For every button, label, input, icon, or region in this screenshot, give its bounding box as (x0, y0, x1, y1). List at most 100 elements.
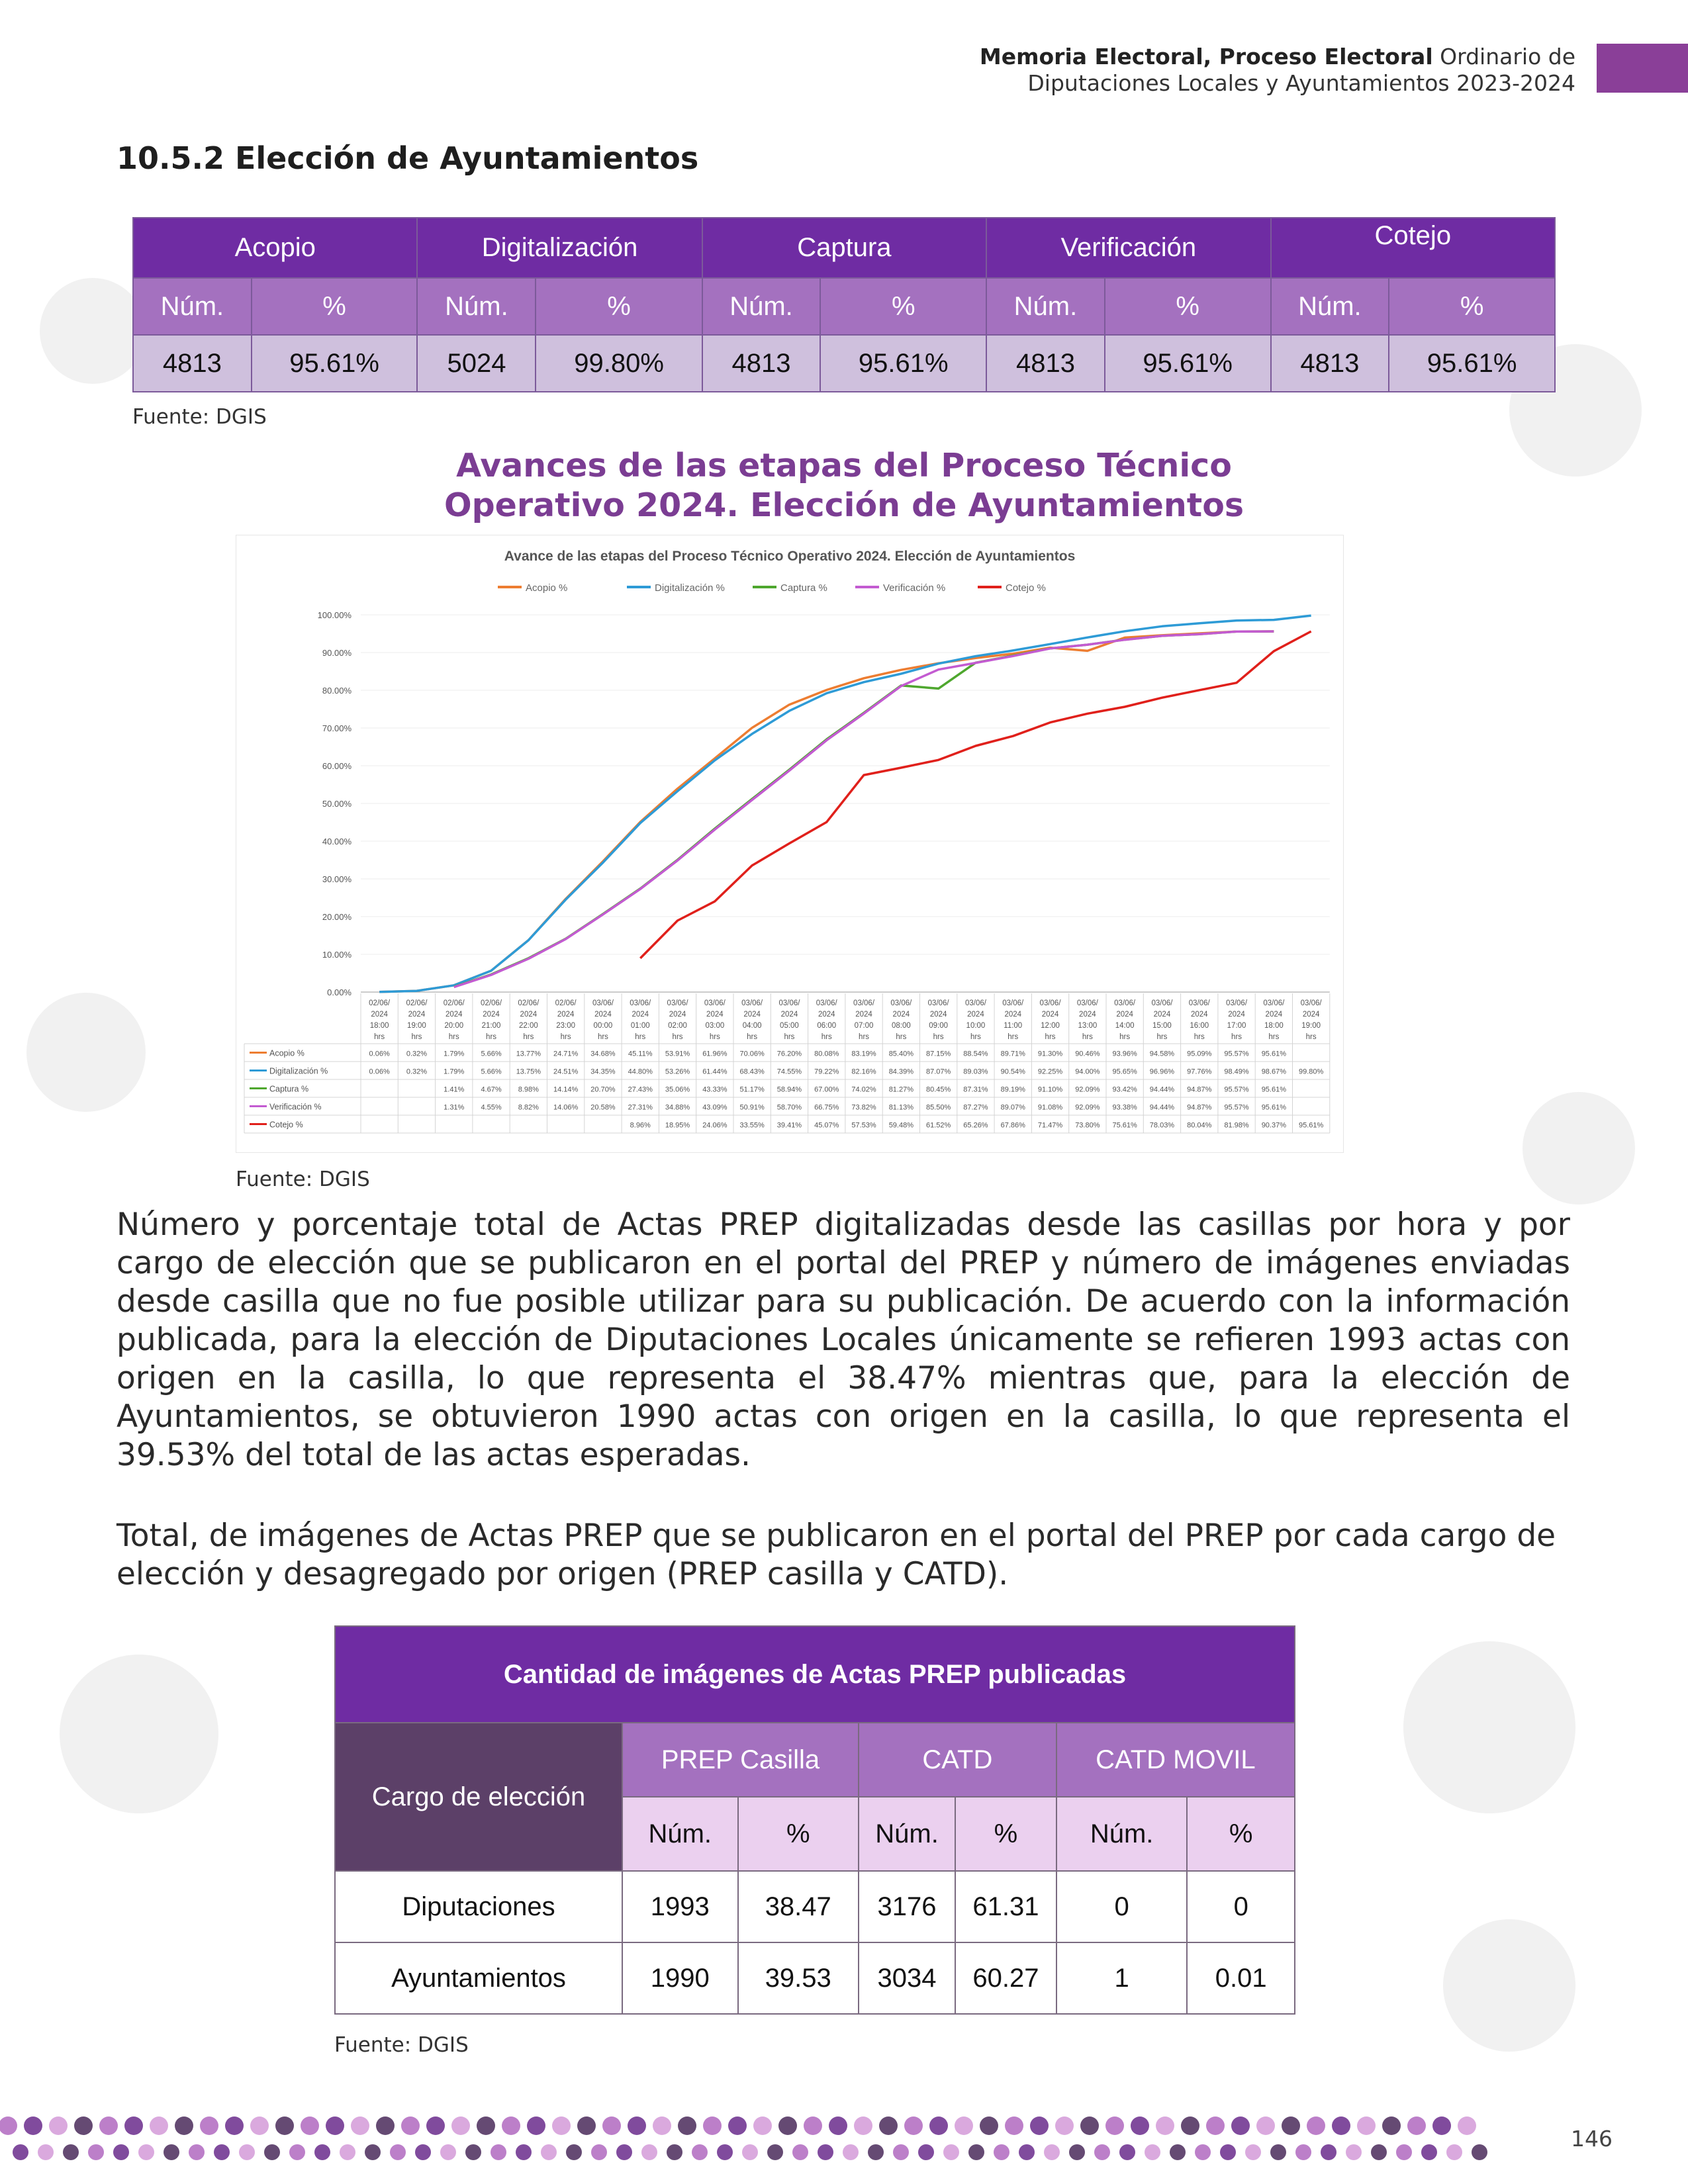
x-tick-label: 02/06/2024 18:00 hrs (369, 999, 391, 1041)
embroidery-motif (189, 2144, 205, 2160)
embroidery-motif (502, 2116, 520, 2135)
x-tick-label: 03/06/2024 06:00 hrs (816, 999, 838, 1041)
embroidery-motif (465, 2144, 481, 2160)
data-label: 35.06% (665, 1086, 690, 1094)
data-label: 53.91% (665, 1050, 690, 1058)
x-tick-label: 03/06/2024 13:00 hrs (1077, 999, 1099, 1041)
embroidery-motif (577, 2116, 596, 2135)
header-accent-bar (1597, 44, 1688, 93)
data-label: 95.61% (1262, 1050, 1287, 1058)
data-label: 44.80% (628, 1068, 653, 1076)
cargo-cell: Ayuntamientos (334, 1942, 623, 2015)
embroidery-motif (1080, 2116, 1099, 2135)
data-label: 94.58% (1150, 1050, 1175, 1058)
data-label: 91.30% (1038, 1050, 1063, 1058)
embroidery-footer-border (0, 2116, 1487, 2160)
figure-title: Avances de las etapas del Proceso Técnic… (371, 446, 1317, 525)
data-label: 1.41% (444, 1086, 464, 1094)
embroidery-motif (792, 2144, 808, 2160)
section-title: 10.5.2 Elección de Ayuntamientos (117, 140, 699, 176)
data-label: 1.79% (444, 1068, 464, 1076)
table-row: Diputaciones 1993 38.47 3176 61.31 0 0 (334, 1870, 1295, 1943)
table-title-row: Cantidad de imágenes de Actas PREP publi… (334, 1625, 1295, 1723)
data-label: 80.08% (814, 1050, 839, 1058)
data-label: 95.61% (1262, 1086, 1287, 1094)
data-label: 98.67% (1262, 1068, 1287, 1076)
data-label: 93.96% (1112, 1050, 1137, 1058)
table-cell: 1993 (622, 1870, 739, 1943)
data-label: 0.06% (369, 1050, 390, 1058)
table-cell: 4813 (132, 334, 252, 392)
embroidery-motif (401, 2116, 420, 2135)
embroidery-motif (99, 2116, 118, 2135)
data-label: 94.00% (1075, 1068, 1100, 1076)
data-label: 43.33% (702, 1086, 727, 1094)
x-tick-label: 03/06/2024 02:00 hrs (667, 999, 689, 1041)
embroidery-motif (767, 2144, 783, 2160)
embroidery-motif (326, 2116, 344, 2135)
embroidery-motif (124, 2116, 143, 2135)
embroidery-motif (552, 2116, 571, 2135)
data-label: 8.96% (630, 1122, 651, 1130)
embroidery-motif (1307, 2116, 1325, 2135)
data-label: 34.88% (665, 1104, 690, 1112)
x-tick-label: 03/06/2024 07:00 hrs (853, 999, 875, 1041)
embroidery-motif (1256, 2116, 1275, 2135)
data-label: 92.25% (1038, 1068, 1063, 1076)
embroidery-motif (1332, 2116, 1350, 2135)
data-label: 99.80% (1299, 1068, 1324, 1076)
embroidery-motif (1270, 2144, 1286, 2160)
group-header-acopio: Acopio (132, 217, 418, 279)
x-tick-label: 02/06/2024 20:00 hrs (444, 999, 465, 1041)
embroidery-motif (1231, 2116, 1250, 2135)
data-label: 89.71% (1001, 1050, 1026, 1058)
embroidery-motif (591, 2144, 607, 2160)
embroidery-motif (63, 2144, 79, 2160)
embroidery-motif (968, 2144, 984, 2160)
table-series-label: Acopio % (269, 1049, 305, 1058)
data-label: 71.47% (1038, 1122, 1063, 1130)
embroidery-motif (742, 2144, 758, 2160)
embroidery-motif (314, 2144, 330, 2160)
data-label: 81.27% (889, 1086, 914, 1094)
data-label: 0.32% (406, 1068, 427, 1076)
embroidery-motif (1195, 2144, 1211, 2160)
group-header-cotejo: Cotejo (1270, 217, 1556, 279)
embroidery-motif (653, 2116, 671, 2135)
embroidery-motif (351, 2116, 369, 2135)
table-title: Cantidad de imágenes de Actas PREP publi… (334, 1625, 1295, 1723)
group-header-catd: CATD (857, 1722, 1057, 1797)
y-tick-label: 70.00% (322, 723, 352, 733)
data-label: 98.49% (1224, 1068, 1249, 1076)
y-tick-label: 90.00% (322, 648, 352, 658)
table-cell: 95.61% (1103, 334, 1272, 392)
embroidery-motif (74, 2116, 93, 2135)
embroidery-motif (138, 2144, 154, 2160)
body-paragraph-2: Total, de imágenes de Actas PREP que se … (117, 1518, 1556, 1592)
data-label: 87.31% (963, 1086, 988, 1094)
data-label: 58.94% (777, 1086, 802, 1094)
embroidery-motif (214, 2144, 230, 2160)
header-title-normal: Ordinario de (1432, 44, 1575, 69)
embroidery-motif (477, 2116, 495, 2135)
embroidery-motif (1145, 2144, 1160, 2160)
embroidery-motif (1170, 2144, 1186, 2160)
x-tick-label: 02/06/2024 23:00 hrs (555, 999, 577, 1041)
data-label: 50.91% (739, 1104, 765, 1112)
series-line (379, 630, 1274, 993)
series-line (639, 630, 1312, 960)
data-label: 0.32% (406, 1050, 427, 1058)
x-tick-label: 03/06/2024 18:00 hrs (1263, 999, 1285, 1041)
table-cell: 0.01 (1186, 1942, 1295, 2015)
data-label: 59.48% (889, 1122, 914, 1130)
embroidery-motif (275, 2116, 294, 2135)
table-series-label: Captura % (269, 1085, 308, 1094)
data-label: 96.96% (1150, 1068, 1175, 1076)
subheader-cell: Núm. (1270, 277, 1390, 336)
embroidery-motif (829, 2116, 847, 2135)
y-tick-label: 0.00% (327, 987, 352, 997)
table-cell: 0 (1055, 1870, 1188, 1943)
embroidery-motif (150, 2116, 168, 2135)
table-cell: 1 (1055, 1942, 1188, 2015)
embroidery-motif (1382, 2116, 1401, 2135)
